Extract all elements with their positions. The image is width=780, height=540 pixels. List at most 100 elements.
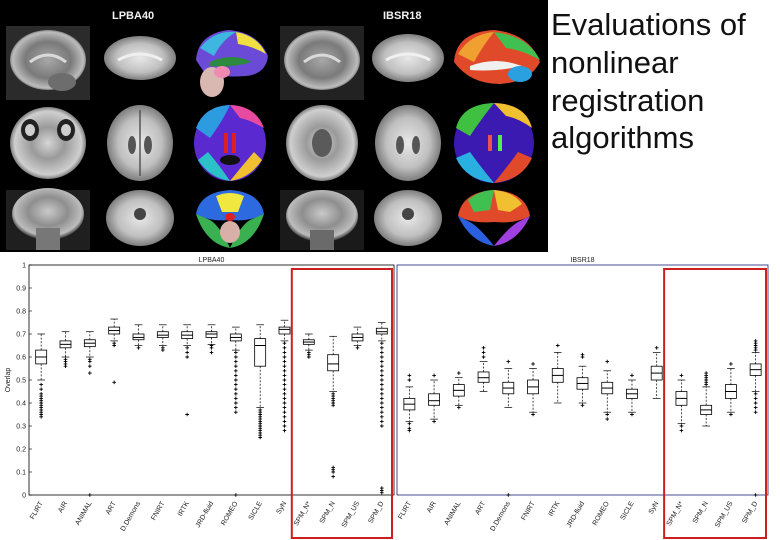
ibsr-box-14	[749, 339, 762, 497]
ibsr-category-label: AIR	[426, 501, 438, 515]
ibsr-outlier-point	[407, 373, 412, 378]
ibsr-box-9	[626, 373, 638, 417]
mri-figure-panel: LPBA40 IBSR18	[0, 0, 548, 252]
lpba-outlier-point	[380, 405, 384, 410]
lpba-outlier-point	[88, 493, 92, 497]
ibsr-outlier-point	[654, 346, 659, 350]
ibsr-outlier-point	[753, 401, 758, 405]
lpba-box-14	[375, 322, 388, 495]
lpba-ytick-label: 0.2	[16, 447, 26, 454]
ibsr-category-label: SPM_US	[714, 500, 735, 529]
lpba-axial-registered	[107, 105, 173, 181]
ibsr-outlier-point	[555, 343, 560, 348]
lpba-outlier-point	[88, 364, 92, 368]
ibsr-box-0	[403, 373, 416, 433]
lpba-box-1	[59, 331, 72, 368]
ibsr-category-label: FLIRT	[397, 500, 413, 521]
lpba-outlier-point	[136, 346, 141, 350]
slide-title: Evaluations of nonlinear registration al…	[551, 7, 746, 156]
lpba-outlier-point	[282, 378, 287, 382]
lpba-outlier-point	[331, 403, 335, 408]
lpba-outlier-point	[234, 392, 238, 396]
lpba-category-label: JRD-fluid	[195, 500, 216, 529]
ibsr-outlier-point	[679, 373, 684, 378]
ibsr-box-1	[428, 373, 441, 424]
lpba-outlier-point	[282, 410, 287, 414]
ibsr-category-label: IRTK	[548, 500, 562, 517]
ibsr-outlier-point	[753, 339, 758, 343]
lpba-box-13	[351, 326, 364, 350]
lpba-outlier-point	[380, 355, 384, 359]
lpba-outlier-point	[282, 359, 287, 364]
lpba-outlier-point	[88, 371, 92, 375]
lpba-outlier-point	[282, 373, 287, 378]
ibsr-axial-raw	[286, 105, 358, 181]
ibsr-outlier-point	[729, 412, 733, 417]
lpba-outlier-point	[380, 378, 384, 382]
lpba-outlier-point	[112, 343, 116, 348]
lpba-outlier-point	[282, 405, 287, 410]
lpba-outlier-point	[380, 424, 384, 428]
lpba-box-2	[83, 331, 96, 497]
ibsr-box-8	[601, 359, 614, 421]
ibsr-outlier-point	[407, 428, 412, 433]
lpba-outlier-point	[380, 387, 384, 391]
ibsr-outlier-point	[753, 405, 758, 410]
lpba-outlier-point	[380, 382, 384, 387]
lpba-category-label: IRTK	[177, 500, 191, 517]
lpba-outlier-point	[331, 470, 335, 474]
lpba-outlier-point	[380, 415, 384, 419]
lpba-outlier-point	[185, 412, 189, 417]
lpba-outlier-point	[185, 355, 189, 359]
ibsr-sagittal-raw	[280, 26, 364, 100]
ibsr-outlier-point	[432, 373, 436, 378]
lpba-category-label: ROMEO	[220, 500, 240, 527]
lpba-category-label: SICLE	[248, 500, 264, 521]
lpba-outlier-point	[234, 364, 238, 368]
lpba-outlier-point	[234, 350, 238, 355]
ibsr-box-11	[675, 373, 688, 433]
lpba-outlier-point	[63, 364, 68, 368]
lpba-outlier-point	[209, 350, 214, 355]
lpba-outlier-point	[282, 364, 287, 368]
lpba-outlier-point	[234, 405, 238, 410]
lpba-box-body	[375, 327, 388, 335]
lpba-outlier-point	[234, 410, 238, 414]
boxplot-svg: LPBA40 0 0.1 0.2 0.3 0.4 0.5 0.6 0.7 0.8 0.9 1 Overl…	[5, 257, 769, 539]
ibsr-outlier-point	[481, 350, 486, 355]
ibsr-box-6	[551, 343, 564, 404]
lpba-ytick-label: 0.9	[16, 286, 26, 293]
lpba-outlier-point	[234, 401, 238, 405]
lpba-sagittal-raw	[6, 26, 90, 100]
lpba-outlier-point	[234, 493, 238, 497]
ibsr-category-label: ANIMAL	[443, 500, 462, 526]
lpba-outlier-point	[282, 369, 287, 373]
lpba-ytick-label: 0.4	[16, 401, 26, 408]
ibsr-category-label: SPM_D	[741, 501, 759, 525]
lpba-outlier-point	[380, 364, 384, 368]
lpba-coronal-raw	[6, 188, 90, 250]
ibsr-outlier-point	[407, 378, 412, 382]
lpba-outlier-point	[380, 350, 384, 355]
lpba-chart-title: LPBA40	[199, 257, 225, 264]
lpba-outlier-point	[112, 380, 116, 385]
lpba-outlier-point	[282, 350, 287, 355]
lpba-outlier-point	[282, 419, 287, 424]
lpba-outlier-point	[234, 396, 238, 401]
ibsr-sagittal-registered	[372, 34, 444, 82]
lpba-outlier-point	[282, 401, 287, 405]
lpba-outlier-point	[234, 387, 238, 391]
ibsr-outlier-point	[679, 428, 684, 433]
lpba-box-4	[132, 324, 145, 350]
lpba-category-label: ANIMAL	[74, 500, 93, 526]
lpba-outlier-point	[39, 415, 43, 419]
ibsr-box-3	[477, 346, 490, 392]
lpba-outlier-point	[282, 355, 287, 359]
lpba-sagittal-labels	[196, 30, 268, 97]
lpba-outlier-point	[234, 359, 238, 364]
lpba-outlier-point	[234, 355, 238, 359]
lpba-ytick-label: 0.6	[16, 355, 26, 362]
ibsr-outlier-point	[481, 346, 486, 350]
lpba-box-body	[156, 331, 169, 338]
ibsr-outlier-point	[630, 412, 634, 417]
